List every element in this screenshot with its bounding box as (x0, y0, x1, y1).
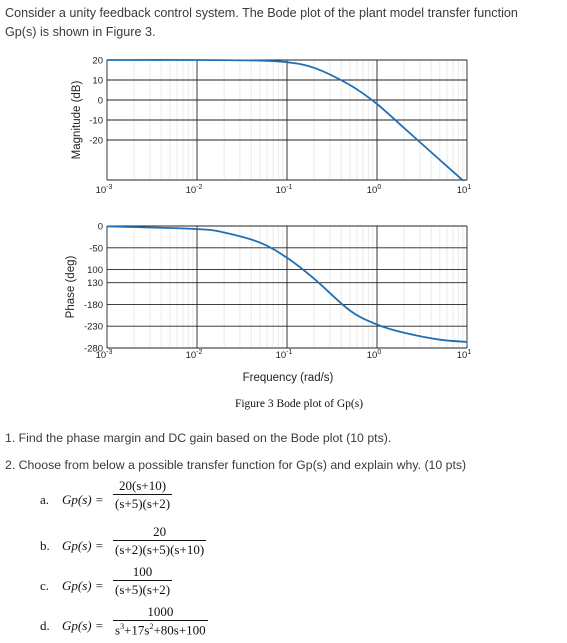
option-b-denominator: (s+2)(s+5)(s+10) (113, 540, 207, 557)
option-a-fraction: 20(s+10) (s+5)(s+2) (113, 478, 173, 512)
option-b-lhs: Gp(s) = (62, 538, 104, 553)
option-a-lhs: Gp(s) = (62, 492, 104, 507)
y-tick-label: 130 (87, 278, 103, 289)
option-c-fraction: 100 (s+5)(s+2) (113, 564, 173, 598)
y-tick-label: -180 (84, 300, 103, 311)
y-tick-label: -230 (84, 322, 103, 333)
figure-caption: Figure 3 Bode plot of Gp(s) (235, 398, 363, 410)
x-tick-label: 10-2 (186, 184, 203, 196)
option-b-numerator: 20 (153, 524, 167, 539)
x-tick-label: 10-3 (96, 349, 113, 361)
x-tick-label: 100 (367, 349, 382, 361)
y-tick-label: 0 (98, 96, 103, 107)
option-b-letter: b. (40, 538, 50, 553)
y-tick-label: -280 (84, 344, 103, 355)
option-c-denominator: (s+5)(s+2) (113, 580, 173, 597)
y-tick-label: 0 (98, 222, 103, 233)
y-tick-label: 10 (92, 76, 103, 87)
question-2: 2. Choose from below a possible transfer… (5, 458, 467, 472)
y-tick-label: -20 (89, 136, 103, 147)
intro-line-2: Gp(s) is shown in Figure 3. (5, 25, 156, 39)
magnitude-curve (107, 59, 465, 181)
option-d-numerator: 1000 (147, 604, 174, 619)
x-tick-label: 101 (457, 349, 472, 361)
y-tick-label: 20 (92, 56, 103, 67)
x-tick-label: 10-1 (276, 349, 293, 361)
y-tick-label: 100 (87, 265, 103, 276)
y-axis-label: Phase (deg) (65, 256, 77, 319)
question-1: 1. Find the phase margin and DC gain bas… (5, 431, 392, 445)
option-a-denominator: (s+5)(s+2) (113, 494, 173, 511)
option-a-letter: a. (40, 492, 50, 507)
option-d-lhs: Gp(s) = (62, 618, 104, 633)
y-tick-label: -50 (89, 243, 103, 254)
option-d-letter: d. (40, 618, 50, 633)
option-c-lhs: Gp(s) = (62, 578, 104, 593)
y-tick-label: -10 (89, 116, 103, 127)
intro-line-1: Consider a unity feedback control system… (5, 6, 518, 20)
problem-statement: Consider a unity feedback control system… (5, 4, 560, 42)
x-tick-label: 10-1 (276, 184, 293, 196)
x-tick-label: 100 (367, 184, 382, 196)
x-axis-label: Frequency (rad/s) (243, 372, 334, 384)
option-a-numerator: 20(s+10) (119, 478, 167, 493)
x-tick-label: 10-3 (96, 184, 113, 196)
option-d-fraction: 1000 s3+17s2+80s+100 (113, 604, 208, 638)
option-c-letter: c. (40, 578, 50, 593)
y-axis-label: Magnitude (dB) (71, 81, 83, 160)
phase-curve (107, 225, 467, 343)
option-c-numerator: 100 (132, 564, 153, 579)
option-d-denominator: s3+17s2+80s+100 (113, 620, 208, 638)
x-tick-label: 10-2 (186, 349, 203, 361)
x-tick-label: 101 (457, 184, 472, 196)
option-b-fraction: 20 (s+2)(s+5)(s+10) (113, 524, 207, 558)
